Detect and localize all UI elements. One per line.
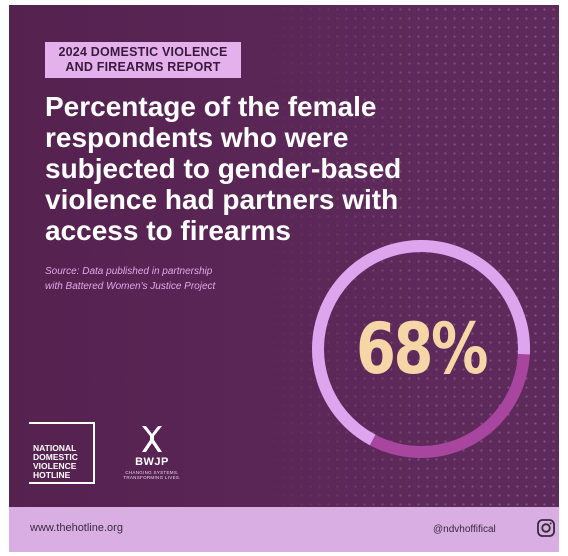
report-badge-line1: 2024 DOMESTIC VIOLENCE [58, 45, 228, 59]
source-line2: with Battered Women's Justice Project [45, 281, 216, 292]
ndvh-logo-line: HOTLINE [33, 470, 71, 480]
instagram-icon[interactable] [536, 518, 556, 538]
ndvh-logo-line: NATIONAL [33, 443, 77, 453]
percentage-ring [312, 240, 531, 458]
infographic-frame: 2024 DOMESTIC VIOLENCE AND FIREARMS REPO… [9, 5, 559, 552]
footer-bar: www.thehotline.org @ndvhoffifical [9, 507, 559, 552]
bwjp-name: BWJP [135, 456, 169, 468]
ndvh-logo: NATIONAL DOMESTIC VIOLENCE HOTLINE [29, 422, 113, 484]
percentage-value: 68% [355, 308, 488, 390]
report-badge: 2024 DOMESTIC VIOLENCE AND FIREARMS REPO… [45, 42, 241, 78]
source-line1: Source: Data published in partnership [45, 266, 213, 277]
bwjp-emblem-icon [142, 426, 162, 452]
social-handle[interactable]: @ndvhoffifical [433, 524, 496, 535]
ndvh-logo-line: DOMESTIC [33, 452, 78, 462]
bwjp-logo: BWJP CHANGING SYSTEMS. TRANSFORMING LIVE… [116, 423, 188, 483]
website-link[interactable]: www.thehotline.org [30, 522, 123, 534]
headline: Percentage of the female respondents who… [45, 91, 402, 246]
bwjp-tagline: CHANGING SYSTEMS. TRANSFORMING LIVES. [123, 470, 181, 480]
report-badge-line2: AND FIREARMS REPORT [65, 60, 221, 74]
infographic-card: 2024 DOMESTIC VIOLENCE AND FIREARMS REPO… [9, 5, 559, 507]
ndvh-logo-line: VIOLENCE [33, 461, 77, 471]
source-note: Source: Data published in partnership wi… [45, 264, 315, 294]
